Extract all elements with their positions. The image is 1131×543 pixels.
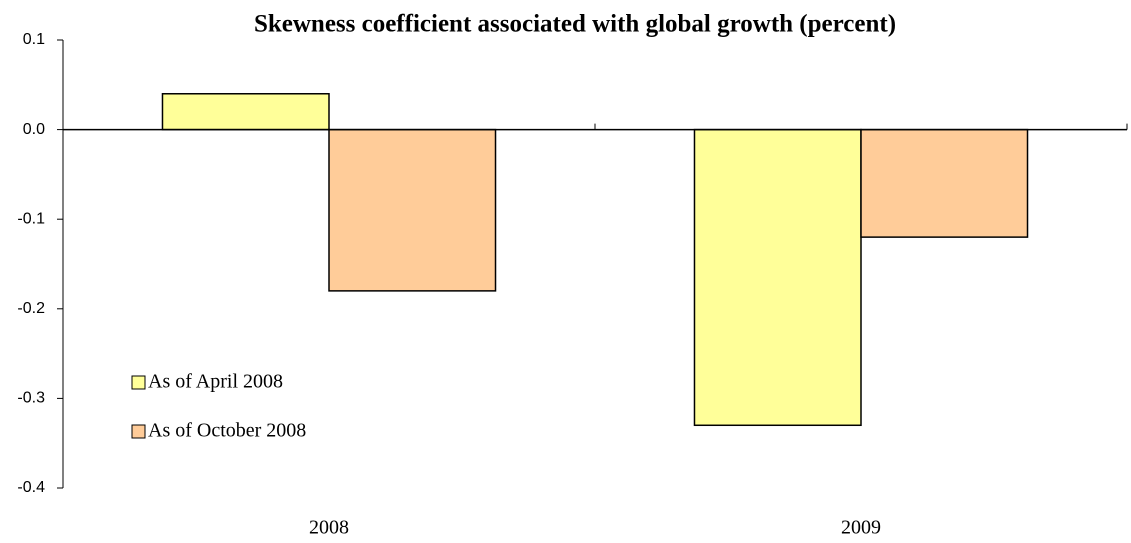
x-tick-label: 2008	[309, 517, 349, 539]
legend-swatch	[131, 424, 146, 439]
y-tick-label: -0.1	[17, 210, 45, 227]
x-tick-label: 2009	[841, 517, 881, 539]
y-tick-label: -0.3	[17, 390, 45, 407]
y-tick-label: -0.4	[17, 479, 45, 496]
y-tick-label: -0.2	[17, 300, 45, 317]
y-tick-label: 0.1	[23, 31, 45, 48]
bar	[328, 128, 497, 292]
chart-title: Skewness coefficient associated with glo…	[254, 11, 896, 38]
bar	[161, 93, 330, 131]
legend-label: As of October 2008	[148, 420, 306, 442]
bar	[860, 128, 1029, 238]
y-tick-label: 0.0	[23, 121, 45, 138]
legend-swatch	[131, 375, 146, 390]
bar	[693, 128, 862, 427]
legend-label: As of April 2008	[148, 371, 283, 393]
